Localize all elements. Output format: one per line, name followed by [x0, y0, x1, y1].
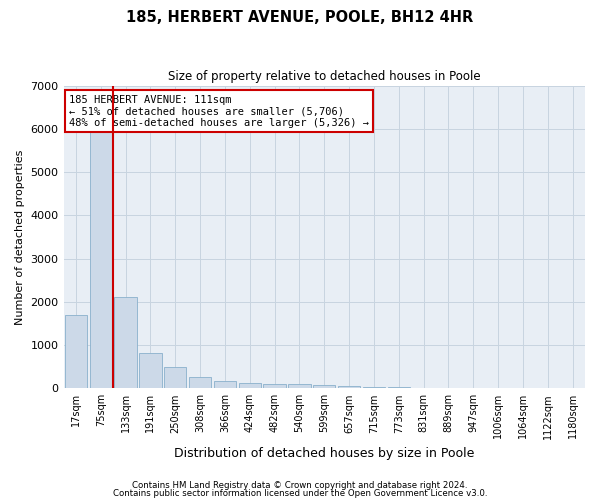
Bar	[288, 384, 311, 388]
Title: Size of property relative to detached houses in Poole: Size of property relative to detached ho…	[168, 70, 481, 83]
X-axis label: Distribution of detached houses by size in Poole: Distribution of detached houses by size …	[174, 447, 475, 460]
Bar	[214, 382, 236, 388]
Bar	[65, 315, 87, 388]
Bar	[89, 129, 112, 388]
Text: 185 HERBERT AVENUE: 111sqm
← 51% of detached houses are smaller (5,706)
48% of s: 185 HERBERT AVENUE: 111sqm ← 51% of deta…	[69, 94, 369, 128]
Y-axis label: Number of detached properties: Number of detached properties	[15, 149, 25, 324]
Bar	[338, 386, 360, 388]
Bar	[263, 384, 286, 388]
Bar	[363, 387, 385, 388]
Bar	[115, 298, 137, 388]
Text: 185, HERBERT AVENUE, POOLE, BH12 4HR: 185, HERBERT AVENUE, POOLE, BH12 4HR	[127, 10, 473, 25]
Bar	[139, 353, 161, 388]
Text: Contains public sector information licensed under the Open Government Licence v3: Contains public sector information licen…	[113, 488, 487, 498]
Bar	[189, 378, 211, 388]
Bar	[313, 385, 335, 388]
Bar	[239, 384, 261, 388]
Bar	[164, 366, 187, 388]
Text: Contains HM Land Registry data © Crown copyright and database right 2024.: Contains HM Land Registry data © Crown c…	[132, 481, 468, 490]
